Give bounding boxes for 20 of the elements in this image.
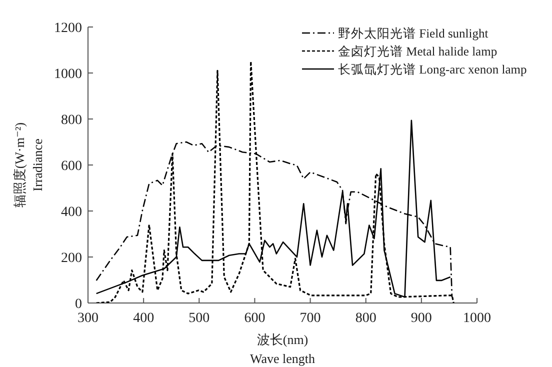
x-tick-label: 1000 xyxy=(463,311,491,326)
y-tick-label: 200 xyxy=(61,251,82,266)
x-tick-label: 500 xyxy=(188,311,210,326)
y-tick-label: 1200 xyxy=(54,21,82,36)
x-tick-label: 800 xyxy=(355,311,376,326)
x-tick-label: 600 xyxy=(244,311,266,326)
y-axis-title: 辐照度(W·m⁻²) Irradiance xyxy=(12,122,45,208)
y-tick-label: 600 xyxy=(61,159,82,174)
legend-label: 长弧氙灯光谱 Long-arc xenon lamp xyxy=(338,62,527,76)
legend-label: 金卤灯光谱 Metal halide lamp xyxy=(338,44,498,58)
legend-label: 野外太阳光谱 Field sunlight xyxy=(338,26,489,40)
y-tick-label: 1000 xyxy=(54,67,82,82)
y-tick-label: 800 xyxy=(61,113,82,128)
x-tick-label: 900 xyxy=(410,311,432,326)
y-tick-label: 0 xyxy=(75,297,82,312)
x-tick-label: 400 xyxy=(133,311,154,326)
x-tick-label: 700 xyxy=(300,311,321,326)
y-tick-label: 400 xyxy=(61,205,82,220)
x-axis-title: 波长(nm) Wave length xyxy=(250,332,316,366)
x-tick-label: 300 xyxy=(78,311,98,326)
